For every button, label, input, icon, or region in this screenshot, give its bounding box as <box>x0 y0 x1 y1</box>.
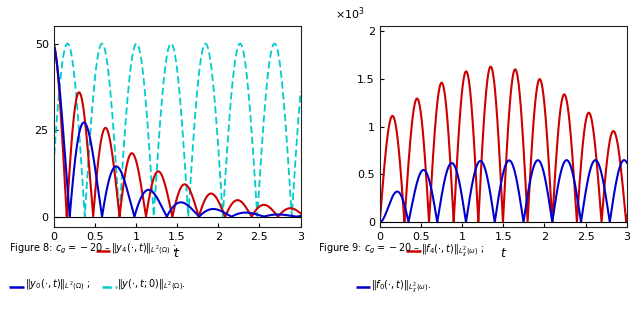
Text: $\|y(\cdot,t;0)\|_{L^2(\Omega)}$.: $\|y(\cdot,t;0)\|_{L^2(\Omega)}$. <box>117 278 186 293</box>
Text: $\times 10^{3}$: $\times 10^{3}$ <box>335 5 365 22</box>
X-axis label: $t$: $t$ <box>500 247 507 261</box>
Text: $\|f_0(\cdot,t)\|_{L^2_\chi(\omega)}$.: $\|f_0(\cdot,t)\|_{L^2_\chi(\omega)}$. <box>371 278 432 295</box>
Text: $\|y_0(\cdot,t)\|_{L^2(\Omega)}$ ;: $\|y_0(\cdot,t)\|_{L^2(\Omega)}$ ; <box>25 278 90 293</box>
Text: $\|y_4(\cdot,t)\|_{L^2(\Omega)}$ ;: $\|y_4(\cdot,t)\|_{L^2(\Omega)}$ ; <box>111 242 176 257</box>
Text: $\|f_4(\cdot,t)\|_{L^2_\chi(\omega)}$ ;: $\|f_4(\cdot,t)\|_{L^2_\chi(\omega)}$ ; <box>421 242 485 259</box>
X-axis label: $t$: $t$ <box>173 247 181 261</box>
Text: Figure 9: $c_g = -20$ –: Figure 9: $c_g = -20$ – <box>318 242 420 256</box>
Text: Figure 8: $c_g = -20$ –: Figure 8: $c_g = -20$ – <box>9 242 112 256</box>
